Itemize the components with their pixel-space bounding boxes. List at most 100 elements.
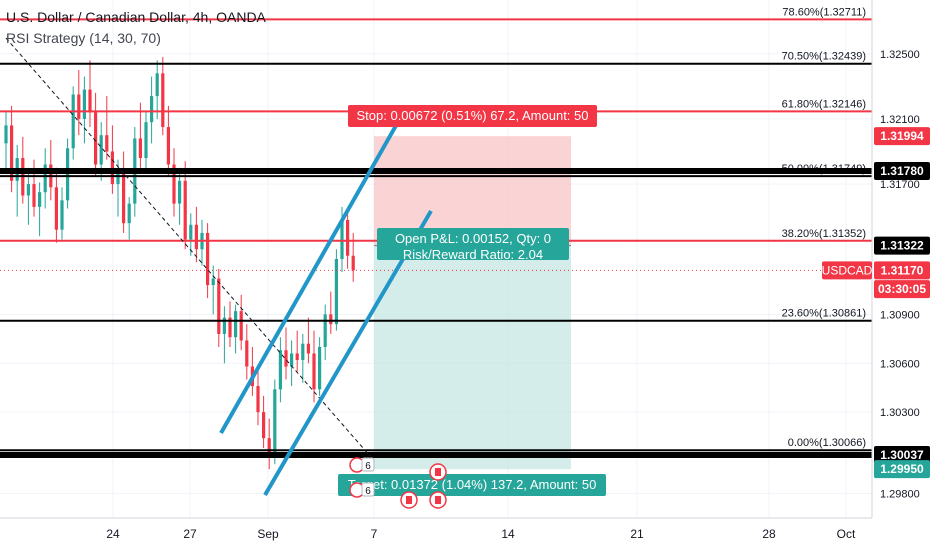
x-tick-label: 7 <box>371 527 378 541</box>
event-count-text: 6 <box>365 486 371 497</box>
candle-body <box>346 219 350 256</box>
candle-body <box>340 219 344 259</box>
x-tick-label: 28 <box>762 527 776 541</box>
candle-body <box>290 353 294 367</box>
candle-body <box>105 135 109 152</box>
y-tick-label: 1.29800 <box>880 489 920 501</box>
price-tag <box>874 127 930 146</box>
price-tag-text: 1.31322 <box>880 239 924 253</box>
candle-body <box>306 343 310 354</box>
price-tag <box>874 280 930 299</box>
candle-body <box>122 172 126 224</box>
candle-body <box>284 350 288 367</box>
candle-body <box>138 138 142 159</box>
candle-body <box>301 343 305 360</box>
candle-body <box>178 180 182 204</box>
candle-body <box>211 278 215 286</box>
fib-label: 78.60%(1.32711) <box>782 6 866 18</box>
candle-body <box>329 314 333 325</box>
candle-body <box>82 89 86 119</box>
target-zone <box>374 245 571 470</box>
candle-body <box>66 148 70 201</box>
symbol-title: U.S. Dollar / Canadian Dollar, 4h, OANDA <box>6 9 266 25</box>
x-tick-label: Sep <box>257 527 279 541</box>
candle-body <box>26 184 30 196</box>
candle-body <box>71 94 75 149</box>
price-tag <box>874 236 930 255</box>
candle-body <box>267 438 271 458</box>
candle-body <box>295 353 299 360</box>
candle-body <box>189 224 193 240</box>
candle-body <box>312 353 316 390</box>
flag-center-icon <box>406 496 412 504</box>
candle-body <box>99 135 103 165</box>
x-tick-label: 14 <box>501 527 515 541</box>
time-axis: 24 27 Sep 7 14 21 28 Oct <box>0 517 872 541</box>
candle-body <box>43 164 47 193</box>
target-label-box <box>338 474 606 496</box>
candle-body <box>217 278 221 334</box>
fib-label: 70.50%(1.32439) <box>782 51 866 63</box>
candle-body <box>77 94 81 119</box>
candle-body <box>4 125 8 144</box>
x-tick-label: Oct <box>837 527 856 541</box>
fib-label: 61.80%(1.32146) <box>782 98 866 110</box>
stop-label-box <box>348 105 597 127</box>
price-tag-text: 1.31170 <box>881 263 924 277</box>
candle-body <box>262 412 266 439</box>
candle-body <box>245 340 249 367</box>
pnl-label-text: Open P&L: 0.00152, Qty: 0 <box>395 231 551 246</box>
indicator-label: RSI Strategy (14, 30, 70) <box>6 30 161 46</box>
candle-body <box>155 73 159 97</box>
position-zones <box>374 136 571 470</box>
flag-center-icon <box>435 496 441 504</box>
channel-upper-line <box>219 121 400 434</box>
candle-body <box>127 203 131 224</box>
fib-label: 0.00%(1.30066) <box>788 437 866 449</box>
candle-body <box>323 314 327 347</box>
candle-body <box>10 125 14 181</box>
candle-body <box>32 184 36 207</box>
price-tag-text: 1.29950 <box>880 462 924 476</box>
stop-label-text: Stop: 0.00672 (0.51%) 67.2, Amount: 50 <box>357 108 589 123</box>
candle-body <box>256 386 260 413</box>
price-tag-text: 1.31994 <box>880 129 924 143</box>
y-tick-label: 1.31700 <box>880 179 920 191</box>
downtrend-line <box>5 37 371 457</box>
candle-body <box>161 73 165 128</box>
candle-body <box>166 127 170 165</box>
candle-body <box>334 259 338 325</box>
candle-body <box>194 224 198 250</box>
position-labels: Stop: 0.00672 (0.51%) 67.2, Amount: 50 Op… <box>338 105 606 509</box>
candle-body <box>110 151 114 185</box>
target-label-text: Target: 0.01372 (1.04%) 137.2, Amount: 5… <box>348 477 597 492</box>
candle-body <box>234 311 238 338</box>
candle-body <box>222 317 226 334</box>
candle-body <box>318 346 322 390</box>
price-tag <box>874 460 930 479</box>
fib-label: 23.60%(1.30861) <box>782 308 866 320</box>
candle-body <box>278 350 282 390</box>
flag-center-icon <box>435 468 441 476</box>
candle-body <box>94 112 98 165</box>
y-tick-label: 1.30300 <box>880 407 920 419</box>
candlestick-series <box>4 57 355 470</box>
candle-body <box>183 180 187 240</box>
event-count-badge <box>361 457 375 472</box>
y-tick-label: 1.32100 <box>880 114 920 126</box>
y-tick-label: 1.30600 <box>880 358 920 370</box>
candle-body <box>206 232 210 286</box>
candle-body <box>239 311 243 341</box>
candle-body <box>54 187 58 230</box>
candle-body <box>38 192 42 207</box>
event-count-text: 6 <box>365 461 371 472</box>
symbol-tag <box>822 261 872 280</box>
price-tag <box>874 162 930 181</box>
price-tag-text: 03:30:05 <box>878 282 926 296</box>
price-tag-text: 1.31780 <box>880 164 924 178</box>
price-tag <box>874 261 930 280</box>
candle-body <box>144 122 148 159</box>
pnl-label-text: Risk/Reward Ratio: 2.04 <box>403 247 543 262</box>
candle-body <box>60 200 64 230</box>
